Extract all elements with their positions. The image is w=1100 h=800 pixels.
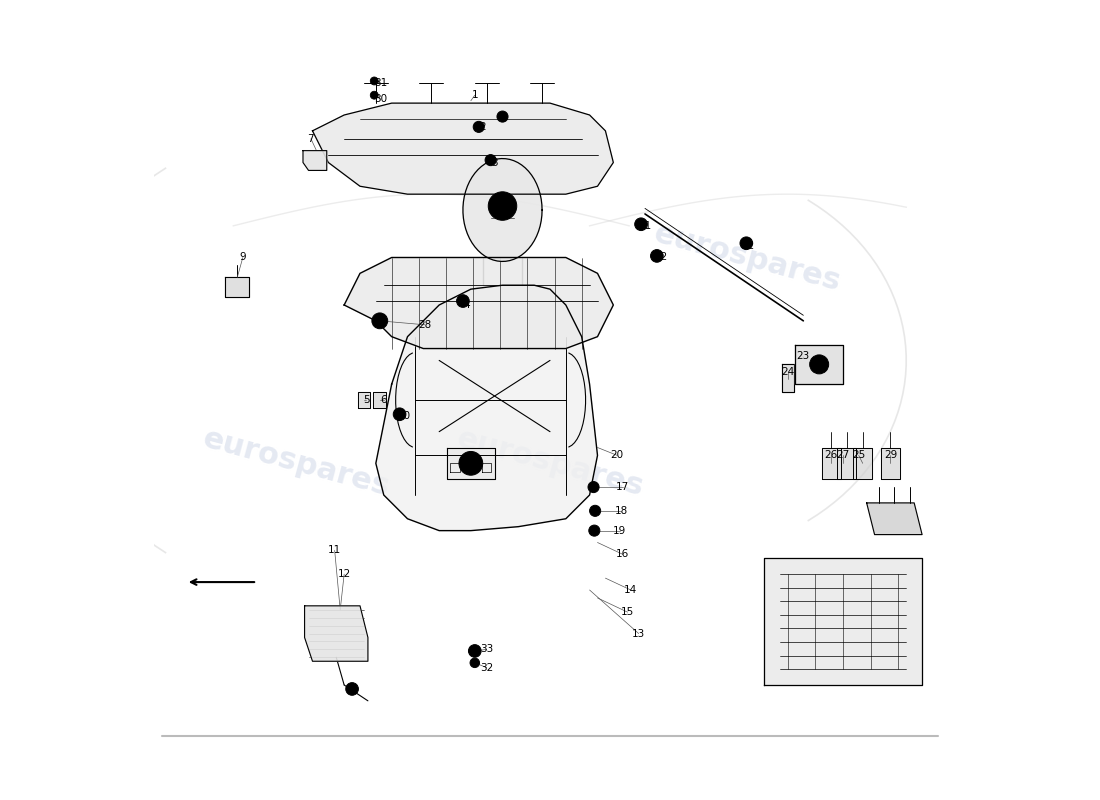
Circle shape [371, 77, 378, 85]
Circle shape [470, 658, 480, 667]
Polygon shape [358, 392, 371, 408]
Circle shape [372, 313, 387, 329]
Text: 24: 24 [781, 367, 794, 378]
Text: 21: 21 [638, 221, 651, 231]
Circle shape [588, 482, 600, 493]
Polygon shape [837, 447, 857, 479]
Polygon shape [482, 462, 492, 472]
Circle shape [740, 237, 752, 250]
Circle shape [635, 218, 648, 230]
Text: 9: 9 [240, 253, 246, 262]
Text: 8: 8 [499, 114, 506, 124]
Text: 31: 31 [374, 78, 387, 88]
Text: 12: 12 [338, 569, 351, 579]
Text: eurospares: eurospares [651, 218, 845, 297]
Text: 32: 32 [480, 662, 493, 673]
Text: 17: 17 [616, 482, 629, 492]
Text: 29: 29 [883, 450, 896, 461]
Circle shape [590, 506, 601, 516]
Text: 22: 22 [741, 241, 755, 250]
Polygon shape [374, 392, 386, 408]
Circle shape [485, 154, 496, 166]
Text: 10: 10 [398, 411, 411, 421]
Polygon shape [302, 150, 327, 170]
Polygon shape [376, 286, 597, 530]
Polygon shape [881, 447, 900, 479]
Polygon shape [782, 364, 794, 392]
Text: 6: 6 [381, 395, 387, 405]
Text: 22: 22 [654, 253, 668, 262]
Circle shape [469, 645, 481, 658]
Text: 5: 5 [363, 395, 370, 405]
Text: 15: 15 [621, 607, 635, 617]
Text: 7: 7 [308, 134, 315, 144]
Text: 18: 18 [615, 506, 628, 516]
Text: 2: 2 [480, 122, 486, 132]
Text: 28: 28 [418, 320, 431, 330]
Polygon shape [822, 447, 840, 479]
Text: 4: 4 [463, 300, 470, 310]
Circle shape [394, 408, 406, 421]
Text: 30: 30 [374, 94, 387, 104]
Text: eurospares: eurospares [453, 425, 647, 502]
Text: 13: 13 [632, 629, 646, 638]
Polygon shape [226, 278, 250, 297]
Polygon shape [867, 503, 922, 534]
Polygon shape [795, 345, 843, 384]
Circle shape [497, 111, 508, 122]
Circle shape [345, 682, 359, 695]
Text: 23: 23 [796, 351, 810, 362]
Text: 33: 33 [480, 644, 493, 654]
Circle shape [371, 91, 378, 99]
Text: 26: 26 [824, 450, 838, 461]
Text: 1: 1 [472, 90, 478, 100]
Polygon shape [447, 447, 495, 479]
Polygon shape [854, 447, 872, 479]
Circle shape [459, 451, 483, 475]
Text: 14: 14 [624, 585, 637, 595]
Text: 20: 20 [610, 450, 624, 461]
Text: eurospares: eurospares [200, 425, 394, 502]
Text: 25: 25 [852, 450, 866, 461]
Circle shape [488, 192, 517, 220]
Circle shape [810, 355, 828, 374]
Circle shape [650, 250, 663, 262]
Text: 3: 3 [492, 158, 498, 167]
Text: 11: 11 [328, 546, 341, 555]
Text: 27: 27 [836, 450, 849, 461]
Polygon shape [305, 606, 367, 662]
Circle shape [473, 122, 484, 133]
Text: 16: 16 [616, 550, 629, 559]
Circle shape [456, 294, 470, 307]
Polygon shape [450, 462, 460, 472]
Polygon shape [344, 258, 614, 349]
Polygon shape [763, 558, 922, 685]
Circle shape [588, 525, 600, 536]
Polygon shape [312, 103, 614, 194]
Polygon shape [466, 462, 475, 472]
Text: 19: 19 [613, 526, 626, 536]
Polygon shape [463, 158, 542, 262]
